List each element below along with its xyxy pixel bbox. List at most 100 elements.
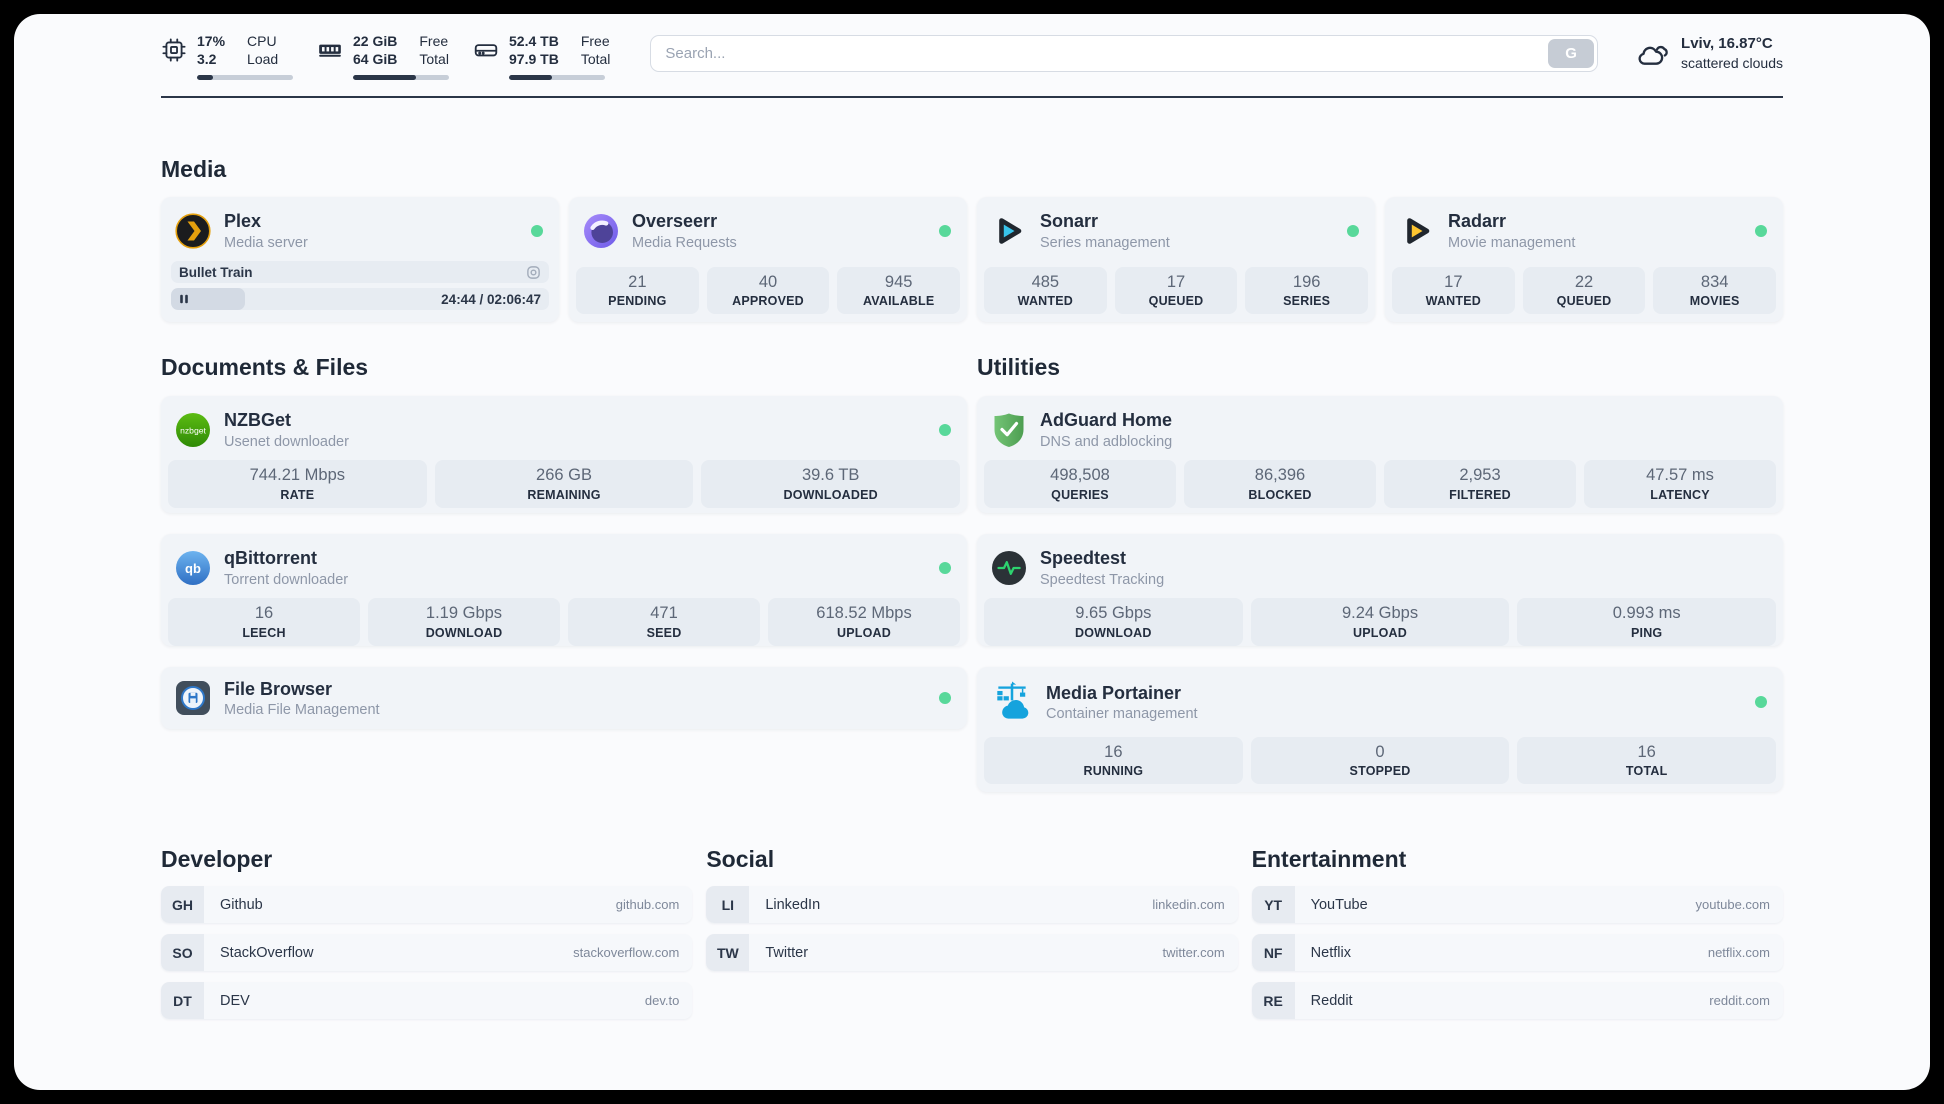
cpu-progress-bar <box>197 75 293 81</box>
radarr-card-header: Radarr Movie management <box>1385 197 1783 251</box>
status-online-dot <box>939 562 951 575</box>
stat-label: WANTED <box>1425 294 1482 309</box>
app-description: Usenet downloader <box>224 434 349 451</box>
app-card-sonarr[interactable]: Sonarr Series management 485 WANTED 17 Q… <box>977 197 1375 323</box>
top-bar: 17% 3.2 CPU Load <box>161 14 1783 81</box>
app-card-adguard[interactable]: AdGuard Home DNS and adblocking 498,508 … <box>977 396 1783 515</box>
stat-value: 9.24 Gbps <box>1341 604 1419 623</box>
overseerr-icon <box>583 213 619 249</box>
link-label: DEV <box>220 992 250 1009</box>
app-description: Media server <box>224 235 308 252</box>
link-url: dev.to <box>644 993 680 1009</box>
link-netflix[interactable]: NF Netflix netflix.com <box>1251 934 1783 972</box>
stat-total: 16 TOTAL <box>1517 736 1777 785</box>
link-label: Netflix <box>1310 944 1351 961</box>
app-name: Media Portainer <box>1046 682 1182 703</box>
app-name: File Browser <box>224 678 333 699</box>
youtube-badge-icon: YT <box>1251 886 1295 924</box>
nzbget-card-header: nzbget NZBGet Usenet downloader <box>161 396 967 450</box>
app-card-radarr[interactable]: Radarr Movie management 17 WANTED 22 QUE… <box>1385 197 1783 323</box>
app-name: AdGuard Home <box>1040 410 1173 431</box>
cpu-chip-icon <box>161 37 187 63</box>
stats-row: 485 WANTED 17 QUEUED 196 SERIES <box>977 257 1375 322</box>
stat-queued: 22 QUEUED <box>1522 266 1646 315</box>
stat-value: 17 <box>1444 272 1463 291</box>
app-card-speedtest[interactable]: Speedtest Speedtest Tracking 9.65 Gbps D… <box>977 534 1783 647</box>
radarr-icon <box>1399 213 1435 249</box>
filebrowser-icon <box>175 680 211 716</box>
link-twitter[interactable]: TW Twitter twitter.com <box>706 934 1238 972</box>
overseerr-card-header: Overseerr Media Requests <box>569 197 967 251</box>
stat-label: QUEUED <box>1556 294 1612 309</box>
status-online-dot <box>939 424 951 437</box>
app-card-filebrowser[interactable]: File Browser Media File Management <box>161 667 967 730</box>
stat-leech: 16 LEECH <box>168 598 360 646</box>
media-grid: Plex Media server Bullet Train <box>161 197 1783 323</box>
link-youtube[interactable]: YT YouTube youtube.com <box>1251 886 1783 924</box>
app-card-plex[interactable]: Plex Media server Bullet Train <box>161 197 559 323</box>
app-name: Overseerr <box>632 211 718 232</box>
link-linkedin[interactable]: LI LinkedIn linkedin.com <box>706 886 1238 924</box>
dev-badge-icon: DT <box>161 982 204 1020</box>
github-badge-icon: GH <box>161 886 204 924</box>
link-github[interactable]: GH Github github.com <box>161 886 693 924</box>
app-card-overseerr[interactable]: Overseerr Media Requests 21 PENDING 40 A… <box>569 197 967 323</box>
link-stackoverflow[interactable]: SO StackOverflow stackoverflow.com <box>161 934 693 972</box>
stat-series: 196 SERIES <box>1245 266 1369 315</box>
stat-downloaded: 39.6 TB DOWNLOADED <box>701 460 961 508</box>
link-url: netflix.com <box>1707 945 1770 961</box>
system-metrics: 17% 3.2 CPU Load <box>161 32 610 81</box>
section-title-media: Media <box>161 156 227 183</box>
stat-value: 744.21 Mbps <box>249 466 346 485</box>
bookmarks-social: Social LI LinkedIn linkedin.com TW Twitt… <box>706 846 1238 1030</box>
plex-icon <box>175 213 211 249</box>
memory-free-value: 22 GiB <box>353 33 398 49</box>
app-card-nzbget[interactable]: nzbget NZBGet Usenet downloader 74 <box>161 396 967 514</box>
app-name: Speedtest <box>1040 548 1127 569</box>
stat-remaining: 266 GB REMAINING <box>434 460 694 508</box>
search-input[interactable] <box>651 45 1549 62</box>
hard-drive-icon <box>473 37 499 63</box>
link-dev[interactable]: DT DEV dev.to <box>161 982 693 1020</box>
stat-value: 17 <box>1166 272 1186 291</box>
search-engine-button[interactable]: G <box>1548 39 1595 68</box>
section-title-entertainment: Entertainment <box>1251 846 1407 873</box>
ram-icon <box>317 37 343 63</box>
app-description: Media File Management <box>224 702 380 719</box>
session-target-icon[interactable] <box>526 265 541 280</box>
status-online-dot <box>1755 225 1767 238</box>
section-title-documents: Documents & Files <box>161 354 369 381</box>
dashboard-page: 17% 3.2 CPU Load <box>14 14 1930 1090</box>
load-label: Load <box>247 51 279 68</box>
stat-label: RUNNING <box>1083 764 1144 779</box>
link-url: twitter.com <box>1162 945 1225 961</box>
stat-running: 16 RUNNING <box>984 736 1243 785</box>
stats-row: 16 LEECH 1.19 Gbps DOWNLOAD 471 SEED <box>161 588 967 653</box>
stats-row: 498,508 QUERIES 86,396 BLOCKED 2,953 FIL… <box>977 450 1783 515</box>
link-url: linkedin.com <box>1152 897 1225 913</box>
link-label: Github <box>220 896 263 913</box>
stat-value: 471 <box>650 604 678 623</box>
storage-metric: 52.4 TB 97.9 TB Free Total <box>473 32 610 81</box>
app-description: Series management <box>1040 235 1170 252</box>
app-card-qbittorrent[interactable]: qb qBittorrent Torrent downloader <box>161 534 967 647</box>
stat-value: 39.6 TB <box>801 466 860 485</box>
stat-upload: 618.52 Mbps UPLOAD <box>768 598 960 646</box>
app-card-portainer[interactable]: Media Portainer Container management 16 … <box>977 667 1783 793</box>
svg-text:qb: qb <box>185 561 201 576</box>
link-reddit[interactable]: RE Reddit reddit.com <box>1251 982 1783 1020</box>
pause-icon <box>178 293 190 305</box>
link-label: Reddit <box>1310 992 1353 1009</box>
stat-label: FILTERED <box>1449 487 1511 502</box>
app-name: Plex <box>224 211 262 232</box>
netflix-badge-icon: NF <box>1251 934 1295 972</box>
utilities-column: Utilities <box>977 354 1783 793</box>
linkedin-badge-icon: LI <box>706 886 750 924</box>
link-url: youtube.com <box>1695 897 1770 913</box>
section-title-social: Social <box>706 846 775 873</box>
stats-row: 16 RUNNING 0 STOPPED 16 TOTAL <box>977 727 1783 792</box>
app-name: qBittorrent <box>224 548 317 569</box>
stat-filtered: 2,953 FILTERED <box>1384 460 1576 508</box>
stat-value: 16 <box>1104 742 1123 761</box>
qbittorrent-icon: qb <box>175 550 211 586</box>
